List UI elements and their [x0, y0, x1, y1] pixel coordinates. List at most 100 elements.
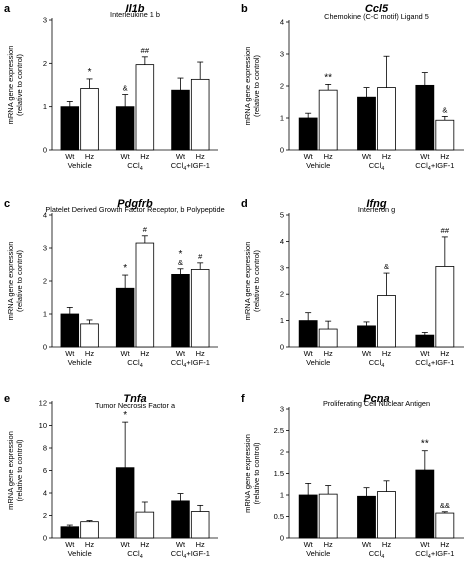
bar-hz — [135, 64, 155, 151]
bar-wt — [415, 469, 435, 539]
panel-letter: c — [4, 198, 10, 210]
significance-marker: * — [123, 263, 127, 274]
bar-wt — [415, 334, 435, 348]
panel-letter: d — [241, 198, 248, 210]
bar-category-label: Hz — [382, 152, 391, 161]
bar-wt — [60, 106, 80, 151]
y-tick-label: 4 — [280, 18, 284, 27]
y-tick-label: 3 — [43, 244, 47, 253]
y-tick-label: 1 — [43, 102, 47, 111]
bar-category-label: Wt — [121, 540, 131, 549]
bar-category-label: Hz — [85, 152, 94, 161]
bar-category-label: Hz — [324, 349, 333, 358]
y-tick-label: 1 — [280, 114, 284, 123]
y-tick-label: 2 — [43, 277, 47, 286]
bar-category-label: Wt — [65, 152, 75, 161]
gene-description: Interferon g — [358, 205, 395, 214]
bar-hz — [377, 295, 396, 348]
bar-hz — [318, 328, 338, 348]
bar-wt — [357, 325, 376, 348]
panel-letter: e — [4, 393, 10, 405]
bar-wt — [115, 287, 135, 348]
bar-category-label: Hz — [196, 349, 205, 358]
group-label: CCl4+IGF-1 — [171, 161, 210, 172]
y-tick-label: 0 — [280, 534, 284, 543]
y-axis-label: mRNA gene expression — [243, 434, 252, 513]
y-tick-label: 0.5 — [274, 512, 284, 521]
bar-category-label: Wt — [304, 540, 314, 549]
bar-wt — [171, 273, 190, 348]
y-tick-label: 1 — [43, 310, 47, 319]
y-tick-label: 4 — [280, 237, 284, 246]
bar-category-label: Wt — [362, 540, 372, 549]
bar-hz — [135, 242, 155, 348]
bar-wt — [60, 313, 80, 348]
y-tick-label: 3 — [280, 50, 284, 59]
y-tick-label: 0 — [280, 146, 284, 155]
bar-category-label: Hz — [140, 349, 149, 358]
bar-hz — [190, 78, 210, 151]
group-label: CCl4 — [369, 161, 385, 172]
group-label: CCl4 — [369, 358, 385, 369]
panel-letter: a — [4, 3, 11, 15]
y-axis-label: mRNA gene expression — [6, 242, 15, 321]
y-tick-label: 2.5 — [274, 426, 284, 435]
y-tick-label: 0 — [43, 146, 47, 155]
bar-category-label: Wt — [176, 152, 186, 161]
y-tick-label: 1.5 — [274, 469, 284, 478]
bar-wt — [171, 500, 190, 539]
bar-category-label: Wt — [176, 349, 186, 358]
group-label: Vehicle — [68, 549, 92, 558]
y-tick-label: 1 — [280, 491, 284, 500]
y-tick-label: 0 — [280, 343, 284, 352]
significance-marker: & — [384, 262, 389, 271]
bar-category-label: Wt — [304, 349, 314, 358]
bar-category-label: Hz — [324, 540, 333, 549]
y-axis-label: mRNA gene expression — [243, 47, 252, 126]
significance-marker: & — [442, 105, 447, 114]
y-tick-label: 4 — [43, 489, 47, 498]
group-label: Vehicle — [306, 358, 330, 367]
bar-category-label: Wt — [420, 540, 430, 549]
group-label: CCl4+IGF-1 — [171, 358, 210, 369]
y-axis-label: (relative to control) — [15, 53, 24, 116]
group-label: CCl4+IGF-1 — [415, 358, 454, 369]
group-label: CCl4+IGF-1 — [171, 549, 210, 560]
bar-category-label: Wt — [121, 349, 131, 358]
bar-wt — [415, 84, 435, 151]
bar-category-label: Wt — [176, 540, 186, 549]
group-label: CCl4+IGF-1 — [415, 549, 454, 560]
significance-marker: # — [198, 252, 203, 261]
group-label: Vehicle — [68, 161, 92, 170]
bar-category-label: Hz — [382, 540, 391, 549]
gene-title: Ifng — [366, 198, 386, 210]
gene-title: Il1b — [126, 3, 145, 15]
bar-category-label: Hz — [140, 152, 149, 161]
bar-hz — [190, 269, 210, 348]
group-label: Vehicle — [68, 358, 92, 367]
group-label: CCl4 — [127, 161, 143, 172]
bar-category-label: Hz — [382, 349, 391, 358]
significance-marker: ## — [441, 226, 450, 235]
bar-hz — [318, 89, 338, 151]
y-tick-label: 2 — [280, 448, 284, 457]
bar-category-label: Hz — [85, 540, 94, 549]
y-tick-label: 12 — [39, 399, 47, 408]
bar-hz — [190, 511, 210, 539]
bar-hz — [377, 491, 396, 539]
significance-marker: * — [179, 249, 183, 260]
bar-category-label: Hz — [196, 540, 205, 549]
bar-category-label: Wt — [121, 152, 131, 161]
bar-wt — [357, 96, 376, 151]
y-axis-label: (relative to control) — [252, 54, 261, 117]
group-label: Vehicle — [306, 161, 330, 170]
significance-marker: ** — [421, 439, 429, 450]
bar-category-label: Wt — [304, 152, 314, 161]
bar-hz — [377, 87, 396, 151]
significance-marker: * — [88, 67, 92, 78]
y-tick-label: 10 — [39, 421, 47, 430]
bar-category-label: Wt — [420, 152, 430, 161]
bar-category-label: Wt — [65, 540, 75, 549]
